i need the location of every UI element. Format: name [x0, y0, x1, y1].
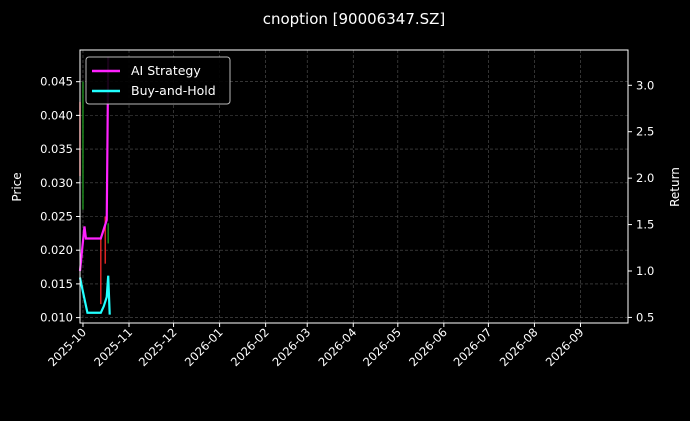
y-tick-label: 0.035 — [40, 142, 73, 156]
x-tick-label: 2025-11 — [91, 325, 135, 369]
legend: AI Strategy Buy-and-Hold — [85, 56, 231, 105]
x-tick-label: 2026-04 — [315, 325, 359, 369]
buy-and-hold-line — [78, 275, 111, 315]
x-tick-label: 2026-05 — [360, 325, 404, 369]
y2-tick-label: 3.0 — [636, 78, 654, 92]
ai-strategy-line — [78, 57, 110, 272]
y-axis-label: Price — [10, 172, 24, 201]
chart-title: cnoption [90006347.SZ] — [263, 10, 446, 28]
x-tick-label: 2026-07 — [451, 325, 495, 369]
y2-tick-label: 0.5 — [636, 310, 654, 324]
y-tick-label: 0.020 — [40, 243, 73, 257]
legend-label-buy-and-hold: Buy-and-Hold — [131, 83, 216, 98]
y2-tick-label: 1.5 — [636, 218, 654, 232]
y-tick-label: 0.025 — [40, 209, 73, 223]
y2-tick-label: 2.5 — [636, 125, 654, 139]
y-tick-label: 0.030 — [40, 176, 73, 190]
x-tick-label: 2026-06 — [406, 325, 450, 369]
y-tick-label: 0.040 — [40, 108, 73, 122]
legend-label-ai-strategy: AI Strategy — [131, 63, 201, 78]
plot-frame — [79, 49, 629, 324]
y-tick-label: 0.015 — [40, 277, 73, 291]
x-tick-label: 2025-12 — [136, 325, 180, 369]
x-tick-label: 2026-08 — [497, 325, 541, 369]
y2-tick-label: 2.0 — [636, 171, 654, 185]
x-tick-label: 2026-02 — [228, 325, 272, 369]
y-tick-label: 0.045 — [40, 75, 73, 89]
y2-axis-label: Return — [668, 167, 682, 207]
x-tick-label: 2026-03 — [269, 325, 313, 369]
y2-tick-label: 1.0 — [636, 264, 654, 278]
x-tick-label: 2026-09 — [543, 325, 587, 369]
x-tick-label: 2025-10 — [45, 325, 89, 369]
x-tick-label: 2026-01 — [182, 325, 226, 369]
y-tick-label: 0.010 — [40, 311, 73, 325]
